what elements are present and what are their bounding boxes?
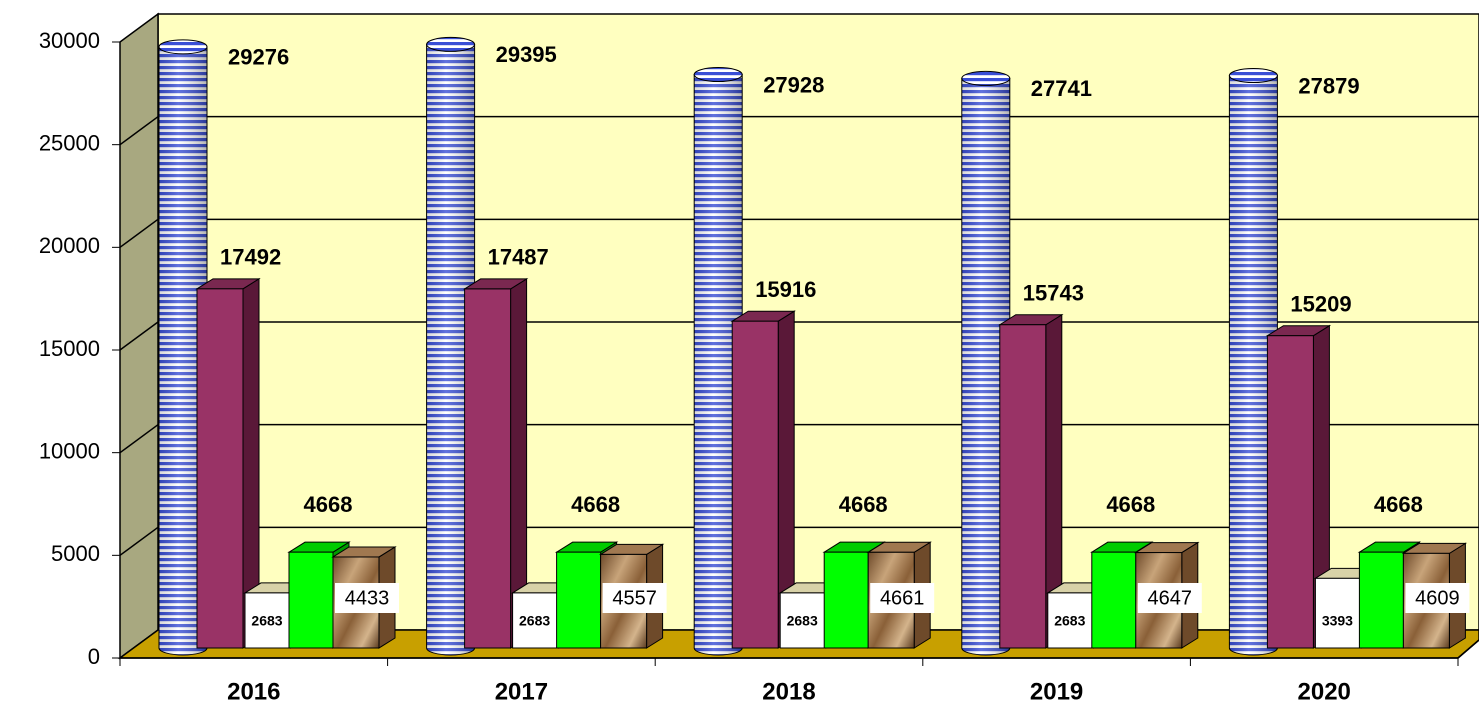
data-label: 4433 xyxy=(345,587,390,609)
bar-front xyxy=(999,324,1047,649)
bar xyxy=(998,313,1064,649)
data-label: 2683 xyxy=(787,613,818,629)
data-label: 4668 xyxy=(304,492,353,517)
data-label: 4668 xyxy=(1374,492,1423,517)
bar-front xyxy=(512,592,560,649)
cylinder-top xyxy=(426,36,476,52)
bar xyxy=(158,39,208,656)
y-tick-label: 30000 xyxy=(39,28,100,53)
data-label: 4647 xyxy=(1148,587,1193,609)
y-tick-label: 15000 xyxy=(39,336,100,361)
data-label: 17487 xyxy=(488,245,549,270)
grid-line xyxy=(119,116,159,146)
y-tick-label: 10000 xyxy=(39,438,100,463)
x-tick-label: 2020 xyxy=(1298,678,1351,705)
bar-front xyxy=(288,551,334,649)
x-axis-depth xyxy=(1457,639,1479,659)
bar-front xyxy=(244,592,292,649)
bar-front xyxy=(1091,551,1137,649)
data-label: 2683 xyxy=(519,613,550,629)
bar-front xyxy=(823,551,869,649)
bar xyxy=(730,310,796,649)
data-label-box xyxy=(870,583,935,613)
bar-front xyxy=(1314,577,1362,649)
bar xyxy=(1228,68,1278,656)
y-tick-label: 25000 xyxy=(39,130,100,155)
bar-front xyxy=(779,592,827,649)
bar-front xyxy=(464,288,512,649)
y-tick-label: 5000 xyxy=(51,541,100,566)
data-label: 4668 xyxy=(1106,492,1155,517)
grid-line xyxy=(119,218,159,248)
bar xyxy=(961,70,1011,656)
data-label: 2683 xyxy=(251,613,282,629)
data-label: 15209 xyxy=(1290,292,1351,317)
cylinder-top xyxy=(961,70,1011,86)
grid-line xyxy=(119,424,159,454)
bar-front xyxy=(1358,551,1404,649)
cylinder-shade xyxy=(426,44,475,656)
data-label: 29276 xyxy=(228,45,289,70)
data-label: 15743 xyxy=(1023,281,1084,306)
bar xyxy=(462,278,529,649)
x-tick-label: 2016 xyxy=(227,678,280,705)
data-label: 4668 xyxy=(571,492,620,517)
cylinder-shade xyxy=(1229,75,1278,656)
cylinder-top xyxy=(693,67,743,83)
bar xyxy=(693,67,743,656)
cylinder-top xyxy=(158,39,208,55)
bar xyxy=(195,277,261,649)
cylinder-shade xyxy=(159,46,207,655)
bar-front xyxy=(1266,335,1314,649)
data-label-box xyxy=(602,583,667,613)
data-label: 4609 xyxy=(1415,587,1460,609)
cylinder-top xyxy=(1228,68,1278,84)
data-label: 4668 xyxy=(839,492,888,517)
data-label: 3393 xyxy=(1322,613,1353,629)
data-label: 4557 xyxy=(612,587,657,609)
bar-front xyxy=(196,288,244,649)
data-label: 27879 xyxy=(1298,73,1359,98)
data-label: 4661 xyxy=(880,587,925,609)
grid-line xyxy=(119,321,159,351)
cylinder-shade xyxy=(694,74,743,656)
bar xyxy=(426,36,476,656)
data-label: 17492 xyxy=(220,245,281,270)
bar-front xyxy=(1047,592,1095,649)
bar-front xyxy=(556,551,602,649)
data-label-box xyxy=(1405,583,1470,613)
bar-front xyxy=(731,320,779,649)
x-tick-label: 2019 xyxy=(1030,678,1083,705)
bar xyxy=(1265,324,1332,649)
data-label: 27928 xyxy=(763,72,824,97)
y-tick-label: 20000 xyxy=(39,233,100,258)
grid-line xyxy=(119,526,159,556)
data-label: 15916 xyxy=(755,277,816,302)
data-label-box xyxy=(1137,583,1202,613)
data-label: 29395 xyxy=(496,42,557,67)
data-label: 27741 xyxy=(1031,76,1092,101)
x-tick-label: 2017 xyxy=(495,678,548,705)
y-tick-label: 0 xyxy=(88,644,100,669)
x-tick-label: 2018 xyxy=(762,678,815,705)
data-label-box xyxy=(335,583,399,613)
data-label: 2683 xyxy=(1054,613,1085,629)
cylinder-shade xyxy=(961,78,1010,656)
